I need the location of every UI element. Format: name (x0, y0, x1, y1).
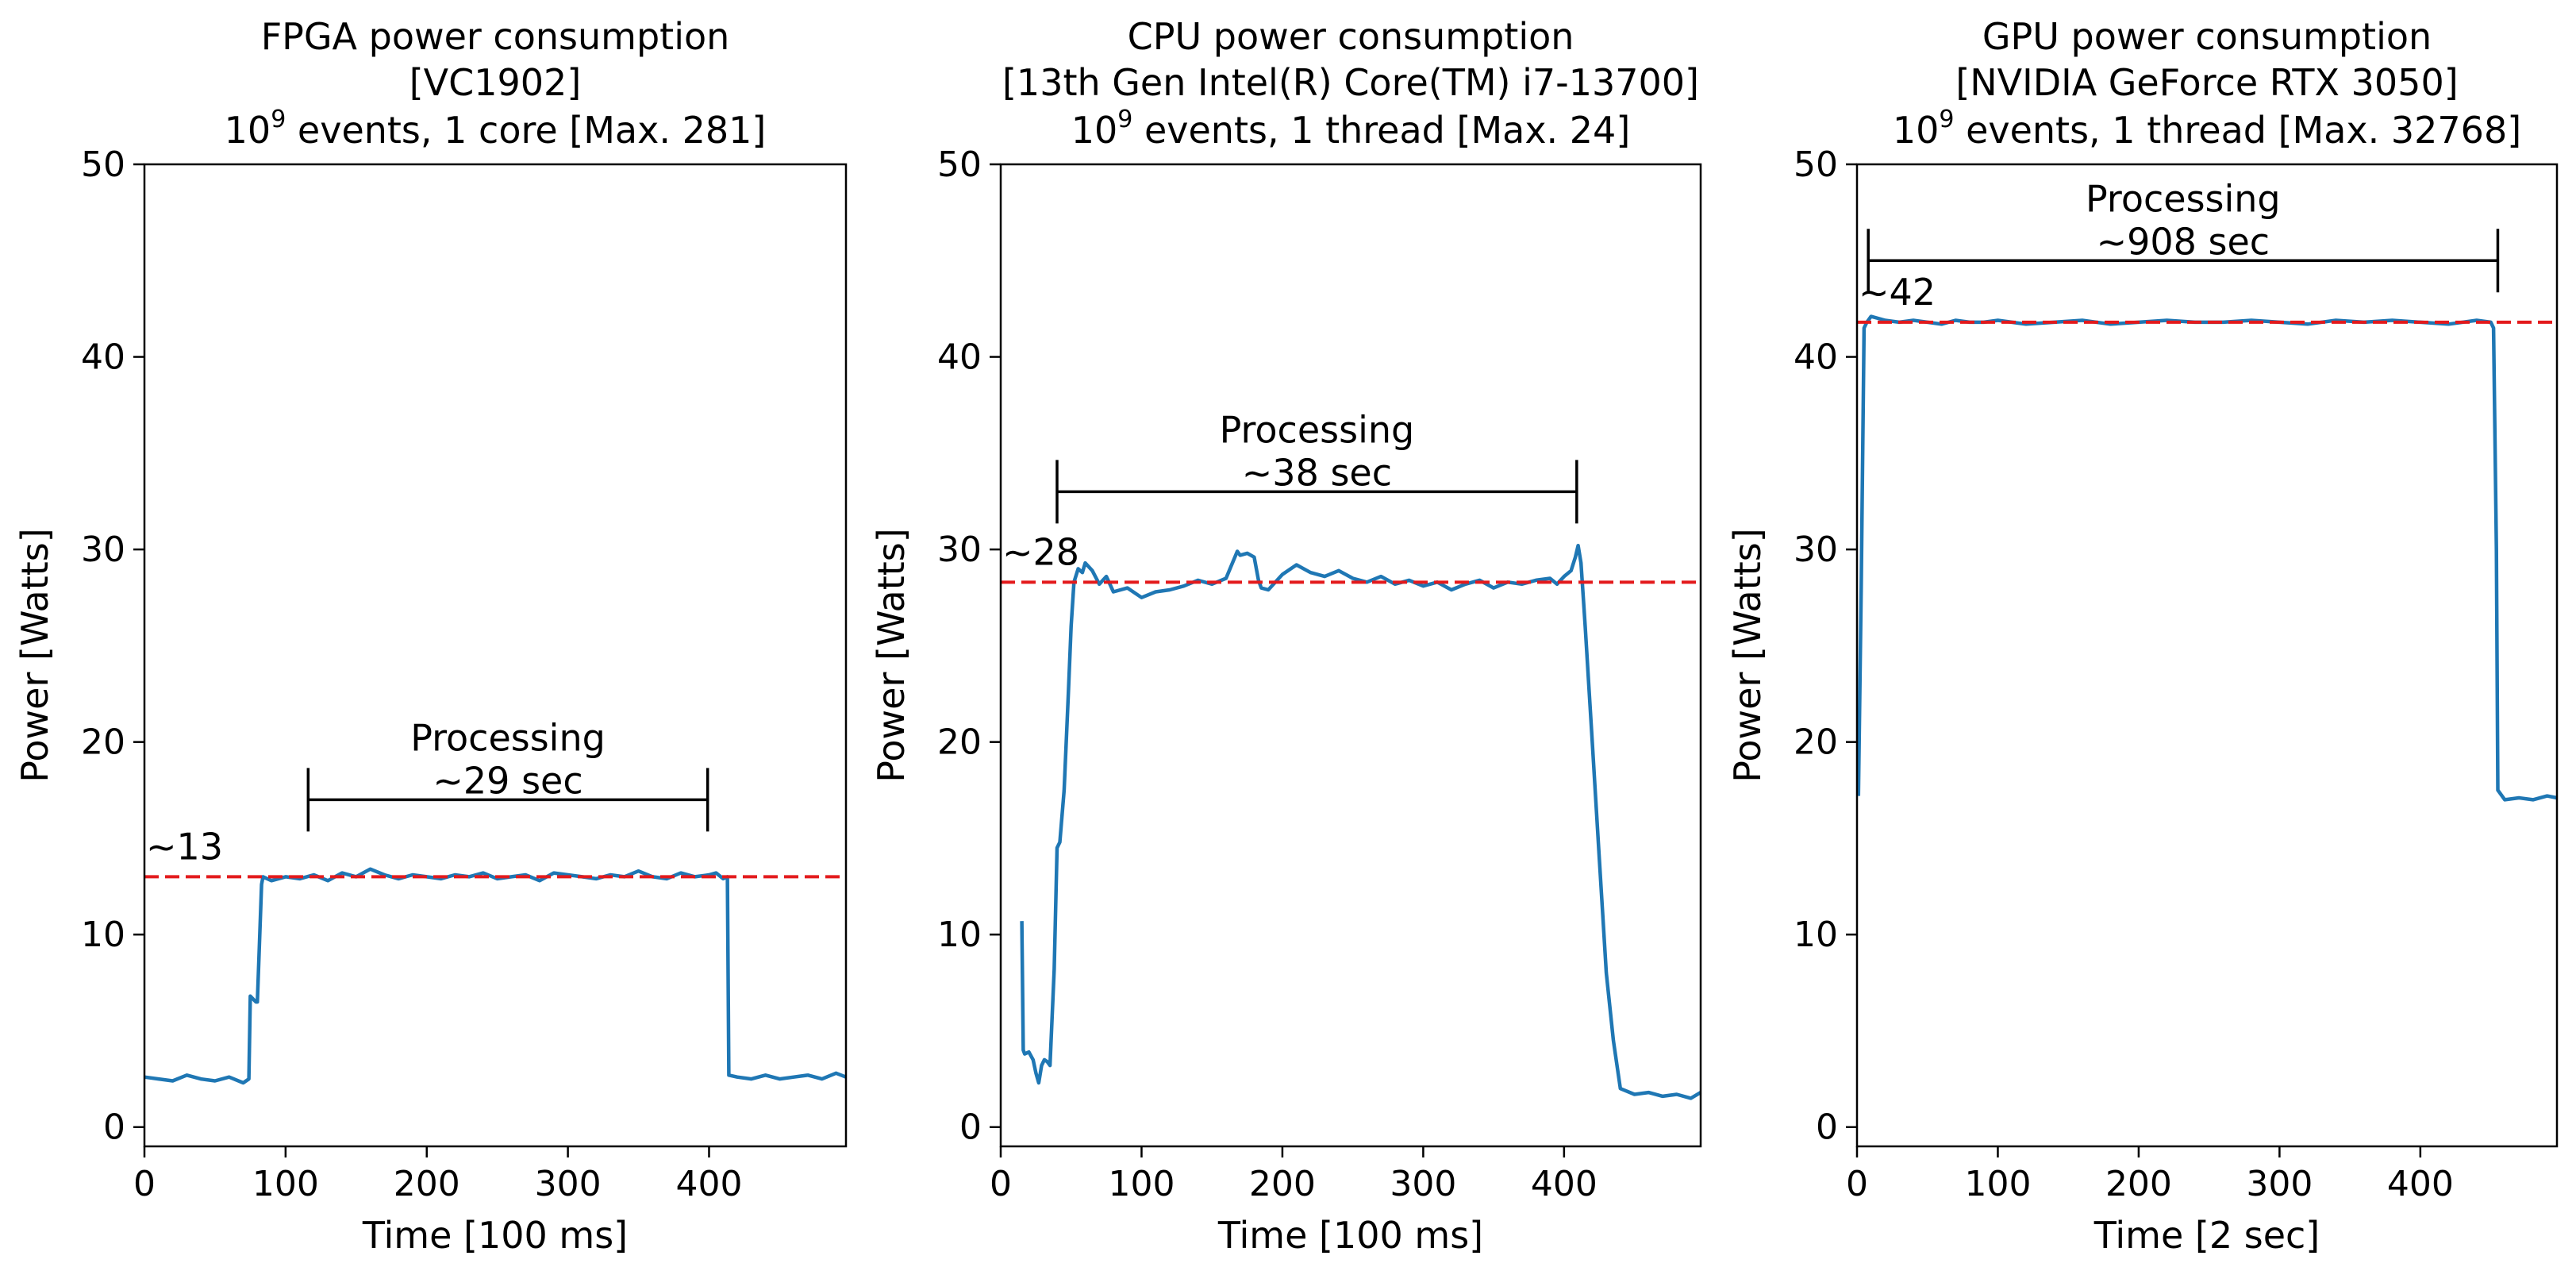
processing-label: Processing (410, 716, 606, 759)
y-tick-label: 40 (1794, 337, 1838, 378)
x-tick-label: 200 (394, 1164, 460, 1204)
chart-title-line: CPU power consumption (1128, 15, 1574, 58)
x-axis-label: Time [100 ms] (1217, 1214, 1483, 1257)
x-tick-label: 100 (1108, 1164, 1175, 1204)
x-tick-label: 100 (252, 1164, 319, 1204)
y-tick-label: 30 (81, 530, 125, 570)
plot-area-frame (999, 163, 1702, 1148)
reference-label: ~42 (1859, 271, 1936, 314)
processing-duration: ~908 sec (2097, 220, 2270, 263)
y-tick-label: 50 (81, 144, 125, 185)
processing-label: Processing (1220, 408, 1415, 451)
processing-duration: ~29 sec (433, 759, 582, 802)
y-tick-label: 20 (81, 722, 125, 763)
title-suffix: events, 1 thread [Max. 32768] (1954, 109, 2521, 152)
chart-title-line: 109 events, 1 core [Max. 281] (225, 106, 767, 152)
y-tick-label: 40 (937, 337, 982, 378)
title-exponent: 9 (271, 106, 286, 133)
x-tick-label: 300 (535, 1164, 602, 1204)
title-suffix: events, 1 core [Max. 281] (286, 109, 766, 152)
x-tick-label: 400 (675, 1164, 742, 1204)
y-axis-label: Power [Watts] (870, 528, 913, 782)
x-tick-label: 300 (2246, 1164, 2313, 1204)
y-tick-label: 0 (1816, 1107, 1838, 1148)
x-tick-label: 200 (1249, 1164, 1316, 1204)
x-tick-label: 0 (990, 1164, 1012, 1204)
x-tick-label: 400 (1531, 1164, 1598, 1204)
x-tick-label: 300 (1390, 1164, 1456, 1204)
title-exponent: 9 (1117, 106, 1132, 133)
y-axis-label: Power [Watts] (13, 528, 56, 782)
y-tick-label: 0 (959, 1107, 982, 1148)
chart-title-line: [13th Gen Intel(R) Core(TM) i7-13700] (1002, 61, 1699, 104)
x-tick-label: 0 (1846, 1164, 1868, 1204)
x-tick-label: 0 (133, 1164, 156, 1204)
y-tick-label: 20 (937, 722, 982, 763)
x-axis-label: Time [100 ms] (362, 1214, 628, 1257)
y-tick-label: 20 (1794, 722, 1838, 763)
series-line (1020, 543, 1702, 1100)
title-exponent-base: 10 (1893, 109, 1940, 152)
chart-title-line: GPU power consumption (1982, 15, 2432, 58)
series-line (1856, 314, 2558, 802)
title-suffix: events, 1 thread [Max. 24] (1132, 109, 1630, 152)
y-tick-label: 50 (1794, 144, 1838, 185)
title-exponent-base: 10 (1071, 109, 1118, 152)
plot-area-frame (143, 163, 848, 1148)
y-tick-label: 30 (1794, 530, 1838, 570)
processing-label: Processing (2086, 177, 2281, 220)
y-tick-label: 10 (81, 915, 125, 955)
y-tick-label: 10 (1794, 915, 1838, 955)
y-axis-label: Power [Watts] (1726, 528, 1769, 782)
reference-label: ~13 (146, 825, 223, 868)
plot-area-frame (1855, 163, 2559, 1148)
chart-title-line: 109 events, 1 thread [Max. 24] (1071, 106, 1631, 152)
x-tick-label: 400 (2387, 1164, 2454, 1204)
y-tick-label: 0 (103, 1107, 125, 1148)
chart-title-line: [NVIDIA GeForce RTX 3050] (1955, 61, 2458, 104)
y-tick-label: 40 (81, 337, 125, 378)
chart-title-line: FPGA power consumption (261, 15, 730, 58)
y-tick-label: 30 (937, 530, 982, 570)
series-line (144, 867, 847, 1085)
y-tick-label: 50 (937, 144, 982, 185)
x-tick-label: 200 (2105, 1164, 2172, 1204)
y-tick-label: 10 (937, 915, 982, 955)
chart-panel-2: CPU power consumption[13th Gen Intel(R) … (870, 15, 1702, 1257)
reference-label: ~28 (1002, 530, 1079, 573)
x-axis-label: Time [2 sec] (2093, 1214, 2320, 1257)
chart-title-line: [VC1902] (409, 61, 582, 104)
chart-panel-1: FPGA power consumption[VC1902]109 events… (13, 15, 848, 1257)
x-tick-label: 100 (1964, 1164, 2031, 1204)
title-exponent: 9 (1939, 106, 1954, 133)
title-exponent-base: 10 (225, 109, 271, 152)
chart-panel-3: GPU power consumption[NVIDIA GeForce RTX… (1726, 15, 2559, 1257)
processing-duration: ~38 sec (1242, 451, 1392, 494)
chart-title-line: 109 events, 1 thread [Max. 32768] (1893, 106, 2521, 152)
